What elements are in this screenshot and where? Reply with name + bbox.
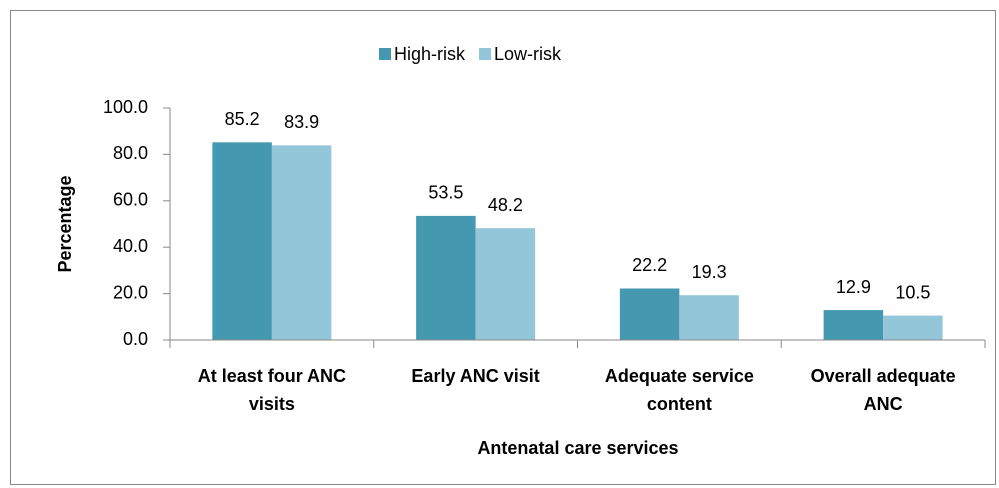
- x-tick-label: Overall adequate ANC: [811, 366, 956, 414]
- data-label: 10.5: [895, 282, 930, 302]
- data-label: 19.3: [692, 262, 727, 282]
- data-label: 22.2: [632, 255, 667, 275]
- legend-swatch: [379, 48, 391, 60]
- x-tick-label-line: Early ANC visit: [411, 366, 539, 386]
- data-label: 83.9: [284, 112, 319, 132]
- bar: [271, 145, 332, 340]
- bar: [212, 142, 272, 340]
- y-tick-label: 80.0: [113, 143, 148, 163]
- y-tick-label: 60.0: [113, 190, 148, 210]
- x-tick-label-line: At least four ANC: [198, 366, 346, 386]
- y-axis-title: Percentage: [55, 175, 75, 272]
- data-label: 12.9: [836, 277, 871, 297]
- y-tick-label: 0.0: [123, 329, 148, 349]
- x-tick-label-line: ANC: [864, 394, 903, 414]
- x-axis-title: Antenatal care services: [477, 438, 678, 458]
- x-tick-label-line: Overall adequate: [811, 366, 956, 386]
- x-tick-label-line: content: [647, 394, 712, 414]
- y-tick-label: 100.0: [103, 97, 148, 117]
- x-tick-label-line: Adequate service: [605, 366, 754, 386]
- bar: [619, 288, 680, 340]
- x-tick-label: At least four ANC visits: [198, 366, 346, 414]
- legend-swatch: [479, 48, 492, 60]
- x-tick-label: Early ANC visit: [411, 366, 539, 386]
- bar: [416, 215, 476, 340]
- bar: [679, 295, 739, 340]
- data-label: 85.2: [225, 109, 260, 129]
- y-tick-label: 40.0: [113, 236, 148, 256]
- x-tick-label: Adequate service content: [605, 366, 754, 414]
- bar: [883, 315, 943, 340]
- y-tick-label: 20.0: [113, 282, 148, 302]
- x-tick-label-line: visits: [249, 394, 295, 414]
- data-label: 48.2: [488, 195, 523, 215]
- legend-label: Low-risk: [494, 44, 562, 64]
- bar: [475, 228, 536, 340]
- legend-label: High-risk: [394, 44, 466, 64]
- data-label: 53.5: [428, 183, 463, 203]
- bar: [823, 310, 884, 340]
